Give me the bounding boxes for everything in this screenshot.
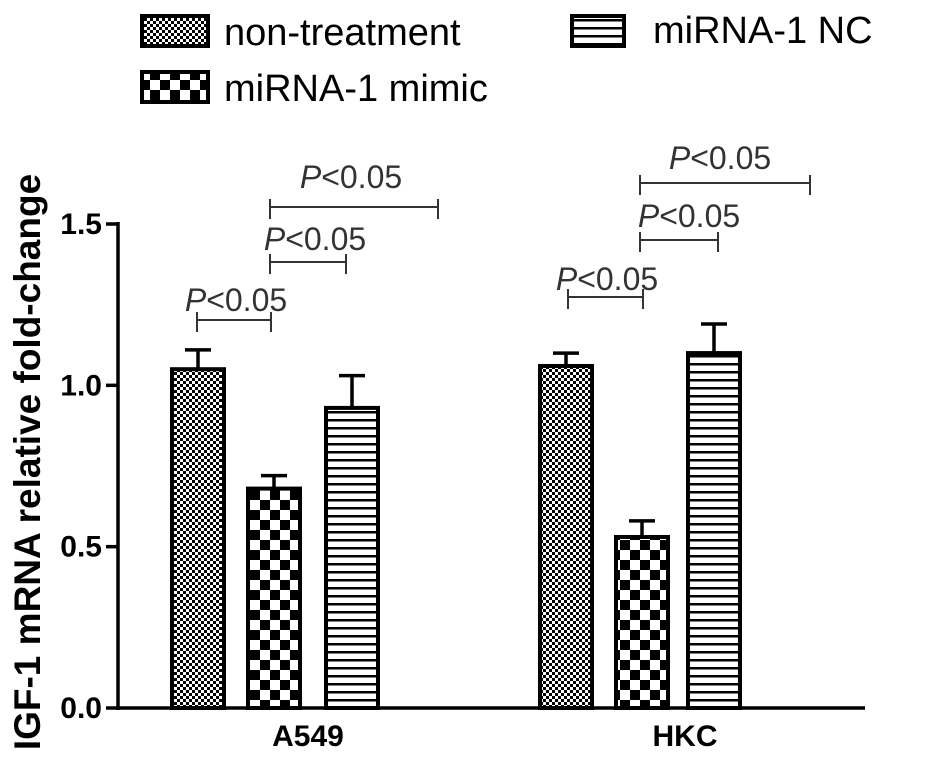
axes: IGF-1 mRNA relative fold-change 0.0 0.5 1.… — [7, 174, 865, 753]
significance-label: P<0.05 — [185, 282, 287, 318]
significance-bracket: P<0.05 — [185, 282, 287, 332]
y-tick-label: 1.5 — [60, 208, 102, 241]
significance-label: P<0.05 — [669, 140, 771, 176]
legend: non-treatment miRNA-1 NC miRNA-1 mimic — [140, 10, 873, 110]
p-threshold: <0.05 — [321, 159, 402, 195]
legend-label-mirna-1-mimic: miRNA-1 mimic — [224, 68, 488, 110]
bar-mirna-1-nc-hkc — [686, 351, 742, 710]
y-axis-title: IGF-1 mRNA relative fold-change — [7, 174, 48, 750]
significance-bracket: P<0.05 — [264, 221, 366, 274]
x-tick-label-hkc: HKC — [653, 720, 718, 753]
p-threshold: <0.05 — [285, 221, 366, 257]
legend-item-non-treatment: non-treatment — [140, 12, 461, 54]
legend-swatch-mirna-1-nc — [570, 14, 626, 48]
p-symbol: P — [638, 198, 660, 234]
legend-label-mirna-1-nc: miRNA-1 NC — [653, 10, 873, 52]
significance-bracket: P<0.05 — [269, 159, 439, 219]
bar-mirna-1-mimic-hkc — [614, 534, 670, 711]
legend-swatch-mirna-1-mimic — [140, 70, 210, 104]
legend-item-mirna-1-mimic: miRNA-1 mimic — [140, 68, 488, 110]
legend-swatch-non-treatment — [140, 14, 210, 48]
significance-label: P<0.05 — [300, 159, 402, 195]
p-threshold: <0.05 — [659, 198, 740, 234]
y-tick-label: 1.0 — [60, 369, 102, 402]
p-symbol: P — [300, 159, 322, 195]
p-threshold: <0.05 — [206, 282, 287, 318]
p-symbol: P — [185, 282, 207, 318]
significance-label: P<0.05 — [638, 198, 740, 234]
legend-label-non-treatment: non-treatment — [224, 12, 461, 54]
bar-non-treatment-a549 — [170, 367, 226, 710]
significance-bracket: P<0.05 — [639, 140, 811, 195]
significance-bracket: P<0.05 — [638, 198, 740, 252]
p-symbol: P — [556, 261, 578, 297]
bar-non-treatment-hkc — [538, 363, 594, 710]
significance-bracket: P<0.05 — [556, 261, 658, 309]
p-threshold: <0.05 — [690, 140, 771, 176]
p-symbol: P — [264, 221, 286, 257]
x-tick-label-a549: A549 — [272, 720, 344, 753]
plot-area: P<0.05P<0.05P<0.05P<0.05P<0.05P<0.05 — [170, 140, 811, 711]
p-threshold: <0.05 — [577, 261, 658, 297]
significance-label: P<0.05 — [556, 261, 658, 297]
bar-mirna-1-nc-a549 — [324, 405, 380, 710]
bar-mirna-1-mimic-a549 — [246, 486, 302, 710]
significance-label: P<0.05 — [264, 221, 366, 257]
y-tick-label: 0.5 — [60, 531, 102, 564]
p-symbol: P — [669, 140, 691, 176]
y-tick-label: 0.0 — [60, 692, 102, 725]
legend-item-mirna-1-nc: miRNA-1 NC — [570, 10, 873, 52]
